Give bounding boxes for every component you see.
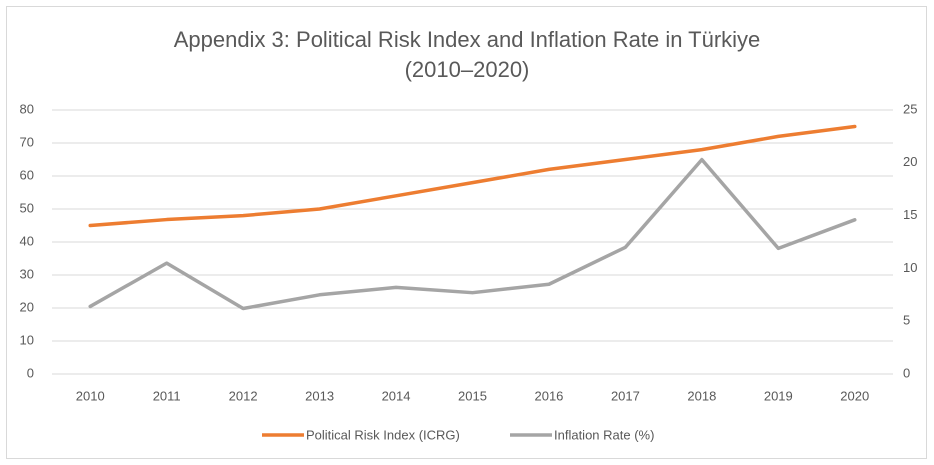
y2-tick-label: 10 [903, 260, 917, 275]
y-tick-label: 70 [20, 134, 34, 149]
x-tick-label: 2013 [305, 388, 334, 403]
x-tick-label: 2012 [229, 388, 258, 403]
legend-label: Inflation Rate (%) [554, 427, 654, 442]
chart-title: (2010–2020) [405, 57, 530, 82]
x-tick-label: 2011 [153, 388, 181, 403]
x-tick-label: 2017 [611, 388, 640, 403]
series-line [88, 157, 857, 311]
y-tick-label: 20 [20, 299, 34, 314]
y2-tick-label: 20 [903, 154, 917, 169]
series-line [88, 124, 857, 228]
x-tick-label: 2016 [534, 388, 563, 403]
y-tick-label: 30 [20, 266, 34, 281]
y-tick-label: 10 [20, 332, 34, 347]
y2-tick-label: 25 [903, 101, 917, 116]
y2-tick-label: 5 [903, 313, 910, 328]
chart-title: Appendix 3: Political Risk Index and Inf… [174, 27, 761, 52]
chart-border [6, 6, 927, 459]
y-tick-label: 40 [20, 233, 34, 248]
x-tick-label: 2014 [382, 388, 411, 403]
x-tick-label: 2019 [764, 388, 793, 403]
x-tick-label: 2010 [76, 388, 105, 403]
y-tick-label: 80 [20, 101, 34, 116]
y-tick-label: 50 [20, 200, 34, 215]
y2-tick-label: 15 [903, 207, 917, 222]
legend-label: Political Risk Index (ICRG) [306, 427, 460, 442]
y-tick-label: 60 [20, 167, 34, 182]
x-tick-label: 2015 [458, 388, 487, 403]
y-tick-label: 0 [27, 365, 34, 380]
y2-tick-label: 0 [903, 365, 910, 380]
x-tick-label: 2018 [687, 388, 716, 403]
x-tick-label: 2020 [840, 388, 869, 403]
